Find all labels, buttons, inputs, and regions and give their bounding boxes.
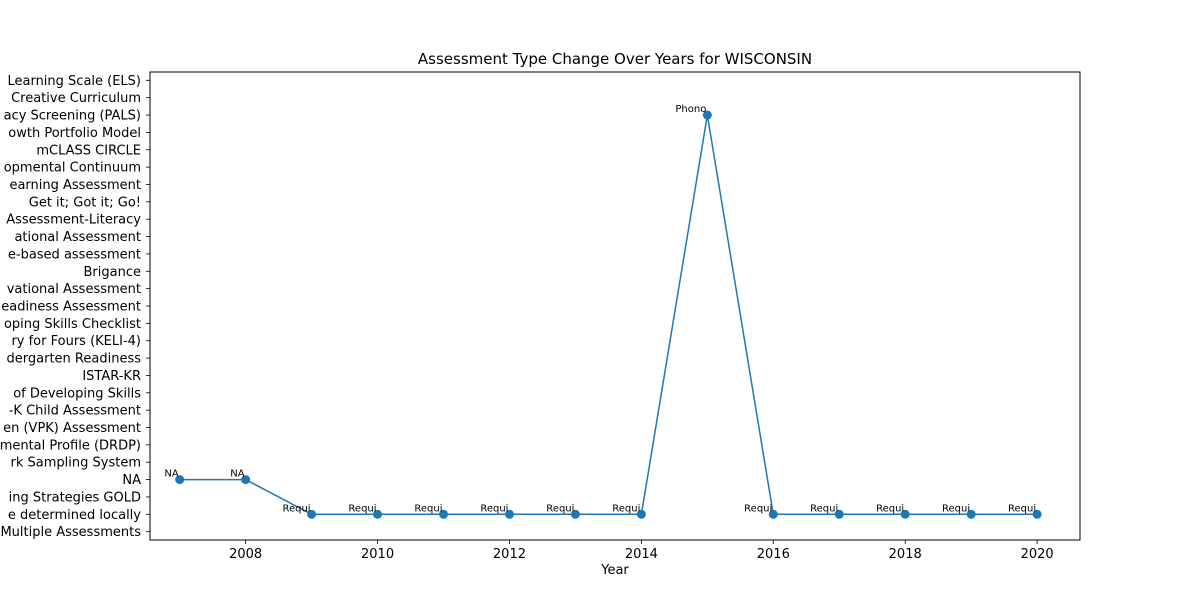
y-tick-label: NA [122, 473, 141, 488]
data-point-label: Requi [942, 503, 970, 514]
point-labels: NA NA Requi Requi Requi Requi Requi Requi Phono R… [164, 104, 1036, 514]
data-point-label: NA [164, 469, 178, 480]
y-tick-label: mCLASS CIRCLE [36, 143, 141, 158]
y-tick-label: vational Assessment [7, 282, 141, 297]
data-point-label: Requi [612, 503, 640, 514]
data-point-label: NA [230, 469, 244, 480]
y-tick-label: dergarten Readiness [7, 352, 142, 367]
x-axis: 2008 2010 2012 2014 2016 2018 2020 [229, 540, 1054, 562]
chart-title: Assessment Type Change Over Years for WI… [418, 50, 812, 68]
x-tick-label: 2010 [361, 547, 394, 562]
x-axis-title: Year [600, 563, 629, 578]
y-tick-label: -K Child Assessment [9, 404, 141, 419]
data-point-label: Requi [876, 503, 904, 514]
data-point [966, 509, 976, 519]
y-tick-label: e-based assessment [8, 247, 141, 262]
y-tick-label: Creative Curriculum [11, 91, 141, 106]
data-point-label: Requi [348, 503, 376, 514]
y-tick-label: ing Strategies GOLD [9, 490, 141, 505]
y-tick-label: e determined locally [8, 508, 141, 523]
y-tick-label: eadiness Assessment [1, 300, 141, 315]
series-line [179, 114, 1038, 516]
y-tick-label: earning Assessment [9, 178, 141, 193]
y-tick-label: Assessment-Literacy [6, 213, 141, 228]
data-point-label: Phono [675, 104, 706, 115]
x-tick-label: 2012 [493, 547, 526, 562]
y-axis: Multiple Assessments e determined locally… [0, 74, 150, 540]
series-layer [175, 110, 1042, 519]
data-point [307, 509, 317, 519]
y-tick-label: opmental Continuum [4, 161, 141, 176]
data-point [702, 110, 712, 120]
data-point-label: Requi [282, 503, 310, 514]
x-tick-label: 2020 [1021, 547, 1054, 562]
plot-area-frame [149, 71, 1081, 541]
y-tick-label: Get it; Got it; Go! [29, 195, 141, 210]
x-tick-label: 2008 [229, 547, 262, 562]
data-point-label: Requi [480, 503, 508, 514]
y-tick-label: owth Portfolio Model [8, 126, 141, 141]
x-tick-label: 2016 [757, 547, 790, 562]
y-tick-label: ry for Fours (KELI-4) [11, 334, 141, 349]
data-point [570, 509, 580, 519]
data-point [834, 509, 844, 519]
y-tick-label: Brigance [84, 265, 141, 280]
data-point [175, 475, 185, 485]
y-tick-label: oping Skills Checklist [4, 317, 141, 332]
data-point-label: Requi [744, 503, 772, 514]
data-point [636, 509, 646, 519]
data-point [439, 509, 449, 519]
y-tick-label: Learning Scale (ELS) [7, 74, 141, 89]
x-tick-label: 2018 [889, 547, 922, 562]
data-point [241, 475, 251, 485]
data-point-label: Requi [810, 503, 838, 514]
y-tick-label: en (VPK) Assessment [3, 421, 141, 436]
y-tick-label: ISTAR-KR [82, 369, 141, 384]
y-tick-label: mental Profile (DRDP) [0, 438, 141, 453]
data-point-label: Requi [546, 503, 574, 514]
data-point [1032, 509, 1042, 519]
y-tick-label: acy Screening (PALS) [4, 109, 141, 124]
data-point [373, 509, 383, 519]
y-tick-label: ational Assessment [14, 230, 141, 245]
y-tick-label: rk Sampling System [11, 456, 141, 471]
data-point-label: Requi [414, 503, 442, 514]
data-point [768, 509, 778, 519]
data-point [504, 509, 514, 519]
data-point [900, 509, 910, 519]
data-point-label: Requi [1008, 503, 1036, 514]
y-tick-label: of Developing Skills [13, 386, 141, 401]
y-tick-label: Multiple Assessments [0, 525, 141, 540]
x-tick-label: 2014 [625, 547, 658, 562]
